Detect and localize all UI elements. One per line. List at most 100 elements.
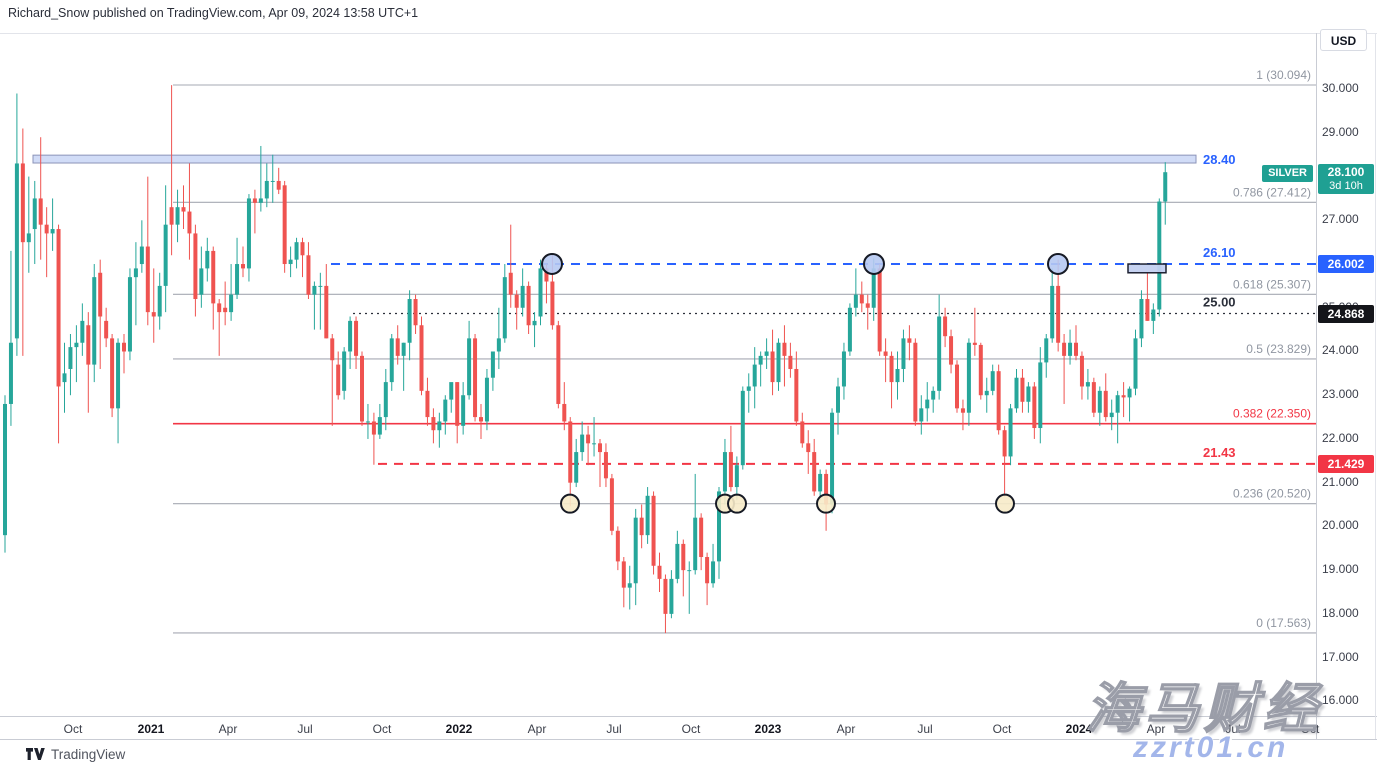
candle-up <box>92 277 97 365</box>
candle-up <box>32 198 37 230</box>
bar-countdown: 3d 10h <box>1329 180 1363 193</box>
time-axis-label: Oct <box>681 722 701 736</box>
price-line-badge: 24.868 <box>1318 304 1374 323</box>
candle-down <box>598 443 602 453</box>
candle-down <box>181 207 186 212</box>
candle-up <box>377 417 382 435</box>
candle-down <box>526 285 531 326</box>
candle-up <box>841 351 846 387</box>
candle-up <box>258 198 263 203</box>
candle-up <box>633 517 638 584</box>
candle-down <box>473 338 478 418</box>
candle-down <box>728 452 733 488</box>
candle-down <box>98 272 103 317</box>
candle-up <box>711 561 716 584</box>
candle-up <box>14 163 19 339</box>
candle-down <box>86 325 91 365</box>
candle-down <box>621 561 626 588</box>
fib-level-label: 0 (17.563) <box>1256 616 1311 630</box>
candle-up <box>937 316 942 391</box>
resistance-band-28-40[interactable] <box>32 154 1197 164</box>
candle-up <box>365 421 370 423</box>
currency-toggle-button[interactable]: USD <box>1320 29 1367 51</box>
blue-circle-marker[interactable] <box>1047 252 1069 275</box>
candle-down <box>20 163 25 243</box>
beige-circle-marker[interactable] <box>727 493 747 514</box>
candle-down <box>514 294 519 308</box>
candle-up <box>383 382 388 418</box>
candle-up <box>1008 408 1013 457</box>
candle-down <box>217 303 222 313</box>
candle-down <box>550 281 555 326</box>
time-axis-label: Oct <box>372 722 392 736</box>
rectangle-drawing[interactable] <box>1127 263 1167 274</box>
blue-circle-marker[interactable] <box>541 252 563 275</box>
candle-up <box>294 242 299 260</box>
candle-down <box>169 207 174 225</box>
candle-up <box>26 233 31 243</box>
fib-level-label: 0.382 (22.350) <box>1233 407 1311 421</box>
candle-down <box>615 530 620 562</box>
candle-up <box>1157 201 1162 310</box>
candle-up <box>580 434 585 453</box>
candle-down <box>479 417 483 422</box>
price-axis-label: 23.000 <box>1322 387 1359 402</box>
time-axis-label: 2021 <box>137 722 165 736</box>
time-axis-label: Apr <box>218 722 238 736</box>
candle-up <box>502 277 507 339</box>
candle-up <box>740 390 745 466</box>
candle-down <box>110 338 115 409</box>
candle-down <box>972 342 977 345</box>
beige-circle-marker[interactable] <box>816 493 836 514</box>
last-price-badge: 28.100 3d 10h <box>1318 164 1374 195</box>
candle-up <box>853 294 858 308</box>
candle-down <box>330 338 335 361</box>
candle-down <box>1056 285 1061 343</box>
candle-up <box>574 452 579 483</box>
candle-up <box>830 412 835 505</box>
price-axis-label: 29.000 <box>1322 124 1359 139</box>
candle-up <box>205 250 210 269</box>
candle-up <box>538 268 543 317</box>
candle-up <box>1050 285 1055 339</box>
candle-up <box>68 347 73 369</box>
candle-up <box>669 578 674 614</box>
candle-down <box>360 355 364 422</box>
fib-level-label: 0.786 (27.412) <box>1233 185 1311 199</box>
symbol-label-badge: SILVER <box>1262 165 1313 183</box>
candle-up <box>871 268 876 308</box>
candle-up <box>1127 388 1132 398</box>
candle-up <box>1014 377 1019 409</box>
candle-down <box>354 320 359 356</box>
candle-down <box>336 364 341 396</box>
candle-down <box>1079 355 1084 387</box>
price-axis-label: 24.000 <box>1322 343 1359 358</box>
candle-up <box>288 259 293 265</box>
tradingview-logo[interactable]: TradingView <box>26 747 125 762</box>
price-axis-label: 22.000 <box>1322 430 1359 445</box>
candle-up <box>1109 412 1114 418</box>
candle-down <box>663 578 668 614</box>
candle-up <box>461 395 466 426</box>
beige-circle-marker[interactable] <box>995 493 1015 514</box>
price-axis-label: 27.000 <box>1322 212 1359 227</box>
candle-up <box>627 583 632 588</box>
blue-circle-marker[interactable] <box>863 252 885 275</box>
price-axis-label: 21.000 <box>1322 474 1359 489</box>
candle-down <box>1103 390 1108 418</box>
candle-down <box>104 320 109 339</box>
candle-down <box>276 180 281 190</box>
time-axis-label: Oct <box>992 722 1012 736</box>
time-axis-label: Apr <box>1146 722 1166 736</box>
candle-up <box>342 351 347 391</box>
candle-up <box>847 307 852 352</box>
candle-up <box>746 386 751 391</box>
candle-down <box>300 242 305 256</box>
candle-up <box>235 264 240 295</box>
candle-down <box>949 336 954 365</box>
beige-circle-marker[interactable] <box>560 493 580 514</box>
candle-down <box>1062 342 1067 356</box>
candle-up <box>776 342 781 383</box>
candle-up <box>925 399 930 409</box>
